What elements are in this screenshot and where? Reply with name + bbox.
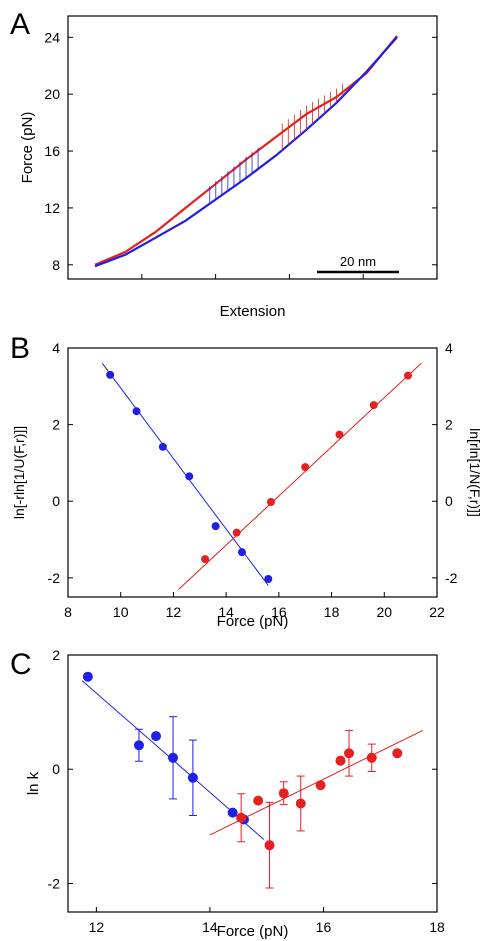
y-tick-label: -2 bbox=[48, 875, 61, 891]
y-tick-label-right: -2 bbox=[445, 570, 458, 586]
x-axis-label: Force (pN) bbox=[217, 923, 289, 940]
x-axis-label: Force (pN) bbox=[217, 613, 289, 630]
red-data-point bbox=[315, 780, 326, 791]
x-tick-label: 8 bbox=[64, 604, 72, 620]
y-tick-label: 2 bbox=[52, 417, 60, 433]
y-axis-label-right: ln[rln[1/N(F,r)]] bbox=[467, 428, 483, 517]
x-axis-label: Extension bbox=[220, 303, 286, 320]
y-tick-label: 0 bbox=[52, 761, 60, 777]
blue-data-point bbox=[237, 548, 246, 557]
x-tick-label: 20 bbox=[376, 604, 392, 620]
x-tick-label: 18 bbox=[429, 919, 445, 935]
y-tick-label: 4 bbox=[52, 340, 60, 356]
red-data-point bbox=[201, 555, 210, 564]
red-data-point bbox=[344, 748, 355, 759]
red-data-point bbox=[295, 798, 306, 809]
blue-data-point bbox=[106, 370, 115, 379]
blue-data-point bbox=[150, 731, 161, 742]
x-tick-label: 14 bbox=[218, 604, 234, 620]
red-data-point bbox=[369, 401, 378, 410]
x-tick-label: 16 bbox=[271, 604, 287, 620]
panel-c-chart: 12 14 16 18 -2 0 2 Force (pN) ln k bbox=[25, 647, 445, 940]
blue-data-point bbox=[187, 772, 198, 783]
y-tick-label-right: 0 bbox=[445, 493, 453, 509]
y-tick-label: 8 bbox=[52, 257, 60, 273]
blue-trace bbox=[94, 36, 398, 268]
panel-a-frame bbox=[67, 15, 438, 280]
x-tick-label: 12 bbox=[166, 604, 182, 620]
y-axis-label: ln[-rln[1/U(F,r)]] bbox=[11, 426, 27, 519]
y-tick-label-right: 4 bbox=[445, 340, 453, 356]
y-axis-label: ln k bbox=[25, 771, 42, 795]
red-data-point bbox=[278, 788, 289, 799]
panel-letter-b: B bbox=[10, 332, 31, 365]
y-tick-label: 24 bbox=[44, 29, 60, 45]
y-tick-label: -2 bbox=[48, 570, 61, 586]
x-tick-label: 16 bbox=[316, 919, 332, 935]
y-axis-label: Force (pN) bbox=[19, 112, 36, 184]
y-tick-label-right: 2 bbox=[445, 417, 453, 433]
panel-b-frame bbox=[67, 347, 438, 598]
red-data-point bbox=[335, 755, 346, 766]
red-trace bbox=[94, 35, 398, 266]
red-data-point bbox=[335, 430, 344, 439]
blue-data-point bbox=[264, 574, 273, 583]
red-fit-line bbox=[178, 362, 422, 590]
blue-data-point bbox=[168, 752, 179, 763]
panel-a-chart: 8 12 16 20 24 Extension Force (pN) 20 nm bbox=[19, 29, 438, 320]
red-data-point bbox=[366, 752, 377, 763]
red-data-point bbox=[301, 463, 310, 472]
blue-data-point bbox=[227, 807, 238, 818]
blue-data-point bbox=[132, 407, 141, 416]
y-tick-label: 0 bbox=[52, 493, 60, 509]
x-tick-label: 22 bbox=[429, 604, 445, 620]
red-data-point bbox=[392, 748, 403, 759]
red-data-point bbox=[266, 497, 275, 506]
panel-letter-a: A bbox=[10, 8, 31, 41]
blue-data-point bbox=[211, 522, 220, 531]
panel-letter-c: C bbox=[10, 648, 32, 681]
red-data-point bbox=[264, 840, 275, 851]
red-data-point bbox=[236, 812, 247, 823]
blue-data-point bbox=[158, 442, 167, 451]
blue-data-point bbox=[82, 671, 93, 682]
red-data-point bbox=[404, 371, 413, 380]
y-tick-label: 2 bbox=[52, 647, 60, 663]
y-tick-label: 16 bbox=[44, 143, 60, 159]
y-tick-label: 20 bbox=[44, 86, 60, 102]
blue-data-point bbox=[133, 740, 144, 751]
y-tick-label: 12 bbox=[44, 200, 60, 216]
x-tick-label: 10 bbox=[113, 604, 129, 620]
x-tick-label: 12 bbox=[89, 919, 105, 935]
x-tick-label: 18 bbox=[324, 604, 340, 620]
scale-bar-label: 20 nm bbox=[340, 254, 376, 269]
blue-data-point bbox=[185, 472, 194, 481]
panel-c-frame bbox=[67, 654, 438, 913]
red-data-point bbox=[232, 528, 241, 537]
red-data-point bbox=[253, 795, 264, 806]
x-tick-label: 14 bbox=[202, 919, 218, 935]
